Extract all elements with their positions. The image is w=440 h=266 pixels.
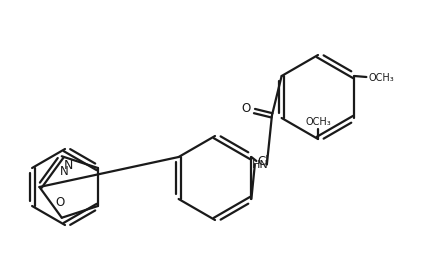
Text: O: O (55, 196, 64, 209)
Text: OCH₃: OCH₃ (305, 117, 331, 127)
Text: Cl: Cl (257, 156, 269, 168)
Text: N: N (63, 159, 73, 172)
Text: HN: HN (252, 160, 268, 169)
Text: N: N (59, 165, 68, 178)
Text: O: O (241, 102, 250, 115)
Text: OCH₃: OCH₃ (368, 73, 394, 83)
